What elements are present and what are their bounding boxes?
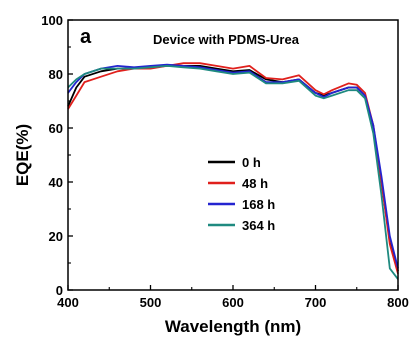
x-axis-title: Wavelength (nm) xyxy=(165,317,301,336)
series-line xyxy=(67,65,399,272)
series-layer xyxy=(67,62,399,280)
y-tick-label: 80 xyxy=(49,67,63,82)
series-line xyxy=(67,65,399,280)
legend-label: 364 h xyxy=(242,218,275,233)
ticks-layer: 400 500 600 700 800 0 20 40 60 80 100 xyxy=(41,13,409,310)
y-tick-label: 100 xyxy=(41,13,63,28)
panel-label: a xyxy=(80,26,92,48)
y-tick-label: 40 xyxy=(49,175,63,190)
legend-label: 168 h xyxy=(242,197,275,212)
y-tick-label: 0 xyxy=(56,283,63,298)
x-tick-label: 600 xyxy=(222,295,244,310)
x-tick-label: 800 xyxy=(387,295,409,310)
chart-title: Device with PDMS-Urea xyxy=(153,32,300,47)
y-axis-title: EQE(%) xyxy=(13,124,32,186)
legend-label: 0 h xyxy=(242,155,261,170)
series-line xyxy=(67,62,399,275)
x-tick-label: 400 xyxy=(57,295,79,310)
legend-label: 48 h xyxy=(242,176,268,191)
legend: 0 h 48 h 168 h 364 h xyxy=(208,155,275,233)
plot-frame xyxy=(67,19,399,291)
x-tick-label: 700 xyxy=(305,295,327,310)
series-line xyxy=(67,63,399,269)
x-tick-label: 500 xyxy=(140,295,162,310)
y-tick-label: 60 xyxy=(49,121,63,136)
y-tick-label: 20 xyxy=(49,229,63,244)
